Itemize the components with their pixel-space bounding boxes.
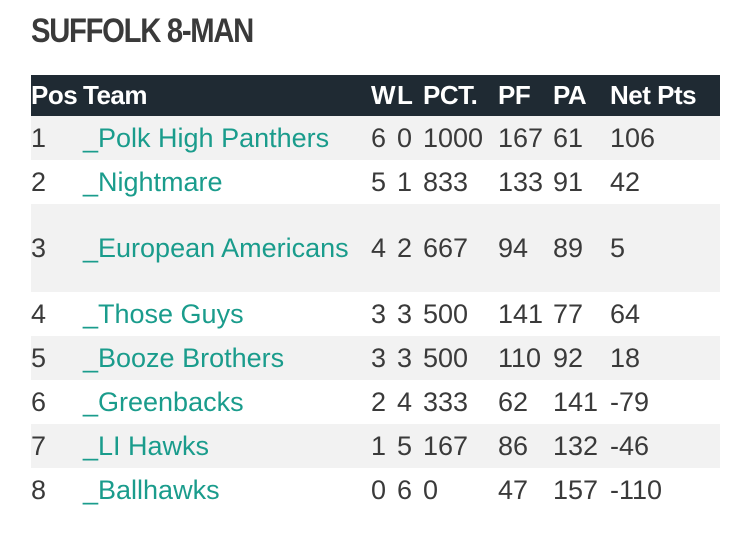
cell-l: 4 <box>397 380 423 424</box>
cell-net: 64 <box>610 292 720 336</box>
team-link[interactable]: _Ballhawks <box>83 475 220 505</box>
header-w: W <box>371 75 397 116</box>
cell-pct: 1000 <box>423 116 498 160</box>
cell-l: 3 <box>397 292 423 336</box>
header-l: L <box>397 75 423 116</box>
header-pa: PA <box>553 75 610 116</box>
team-link[interactable]: _LI Hawks <box>83 431 210 461</box>
cell-pos: 2 <box>31 160 83 204</box>
page-title: SUFFOLK 8-MAN <box>31 12 254 50</box>
cell-pa: 92 <box>553 336 610 380</box>
header-pct: PCT. <box>423 75 498 116</box>
cell-net: 18 <box>610 336 720 380</box>
cell-pct: 500 <box>423 336 498 380</box>
cell-l: 3 <box>397 336 423 380</box>
cell-net: -79 <box>610 380 720 424</box>
table-row: 2 _Nightmare 5 1 833 133 91 42 <box>31 160 720 204</box>
table-row: 3 _European Americans 4 2 667 94 89 5 <box>31 204 720 292</box>
cell-pct: 500 <box>423 292 498 336</box>
cell-pa: 157 <box>553 468 610 512</box>
cell-pos: 5 <box>31 336 83 380</box>
cell-pos: 3 <box>31 204 83 292</box>
team-link[interactable]: _Booze Brothers <box>83 343 285 373</box>
cell-w: 2 <box>371 380 397 424</box>
cell-pct: 333 <box>423 380 498 424</box>
cell-pos: 7 <box>31 424 83 468</box>
table-row: 8 _Ballhawks 0 6 0 47 157 -110 <box>31 468 720 512</box>
header-team: Team <box>83 75 371 116</box>
cell-w: 3 <box>371 292 397 336</box>
cell-pf: 86 <box>498 424 553 468</box>
cell-w: 0 <box>371 468 397 512</box>
cell-net: 106 <box>610 116 720 160</box>
cell-net: 5 <box>610 204 720 292</box>
cell-pf: 133 <box>498 160 553 204</box>
cell-w: 6 <box>371 116 397 160</box>
cell-pct: 0 <box>423 468 498 512</box>
cell-l: 1 <box>397 160 423 204</box>
cell-w: 5 <box>371 160 397 204</box>
cell-l: 5 <box>397 424 423 468</box>
cell-pa: 61 <box>553 116 610 160</box>
team-link[interactable]: _Greenbacks <box>83 387 244 417</box>
header-pf: PF <box>498 75 553 116</box>
table-row: 4 _Those Guys 3 3 500 141 77 64 <box>31 292 720 336</box>
team-link[interactable]: _Those Guys <box>83 299 244 329</box>
cell-l: 2 <box>397 204 423 292</box>
cell-pct: 833 <box>423 160 498 204</box>
table-row: 1 _Polk High Panthers 6 0 1000 167 61 10… <box>31 116 720 160</box>
cell-pa: 77 <box>553 292 610 336</box>
cell-pct: 167 <box>423 424 498 468</box>
cell-l: 6 <box>397 468 423 512</box>
cell-net: 42 <box>610 160 720 204</box>
cell-pa: 91 <box>553 160 610 204</box>
cell-w: 4 <box>371 204 397 292</box>
cell-pos: 1 <box>31 116 83 160</box>
cell-pf: 94 <box>498 204 553 292</box>
table-row: 5 _Booze Brothers 3 3 500 110 92 18 <box>31 336 720 380</box>
team-link[interactable]: _European Americans <box>83 233 349 263</box>
header-net-pts: Net Pts <box>610 75 720 116</box>
cell-pf: 141 <box>498 292 553 336</box>
cell-w: 3 <box>371 336 397 380</box>
cell-net: -110 <box>610 468 720 512</box>
cell-w: 1 <box>371 424 397 468</box>
table-row: 6 _Greenbacks 2 4 333 62 141 -79 <box>31 380 720 424</box>
team-link[interactable]: _Nightmare <box>83 167 223 197</box>
cell-pa: 89 <box>553 204 610 292</box>
cell-pf: 167 <box>498 116 553 160</box>
table-row: 7 _LI Hawks 1 5 167 86 132 -46 <box>31 424 720 468</box>
cell-net: -46 <box>610 424 720 468</box>
cell-l: 0 <box>397 116 423 160</box>
header-pos: Pos <box>31 75 83 116</box>
team-link[interactable]: _Polk High Panthers <box>83 123 330 153</box>
cell-pf: 47 <box>498 468 553 512</box>
cell-pa: 132 <box>553 424 610 468</box>
cell-pos: 8 <box>31 468 83 512</box>
cell-pos: 6 <box>31 380 83 424</box>
cell-pct: 667 <box>423 204 498 292</box>
cell-pa: 141 <box>553 380 610 424</box>
cell-pf: 62 <box>498 380 553 424</box>
standings-table: Pos Team W L PCT. PF PA Net Pts 1 _Polk … <box>31 75 720 512</box>
cell-pf: 110 <box>498 336 553 380</box>
cell-pos: 4 <box>31 292 83 336</box>
header-row: Pos Team W L PCT. PF PA Net Pts <box>31 75 720 116</box>
